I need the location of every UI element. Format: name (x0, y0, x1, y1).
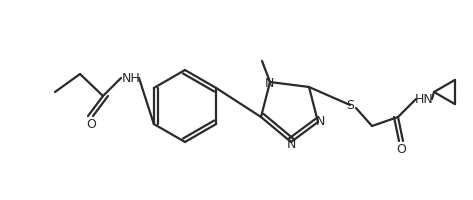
Text: HN: HN (415, 93, 433, 106)
Text: NH: NH (122, 72, 140, 85)
Text: S: S (346, 99, 354, 112)
Text: N: N (286, 138, 296, 151)
Text: O: O (86, 118, 96, 131)
Text: O: O (396, 143, 406, 156)
Text: N: N (264, 77, 274, 90)
Text: N: N (315, 115, 324, 128)
